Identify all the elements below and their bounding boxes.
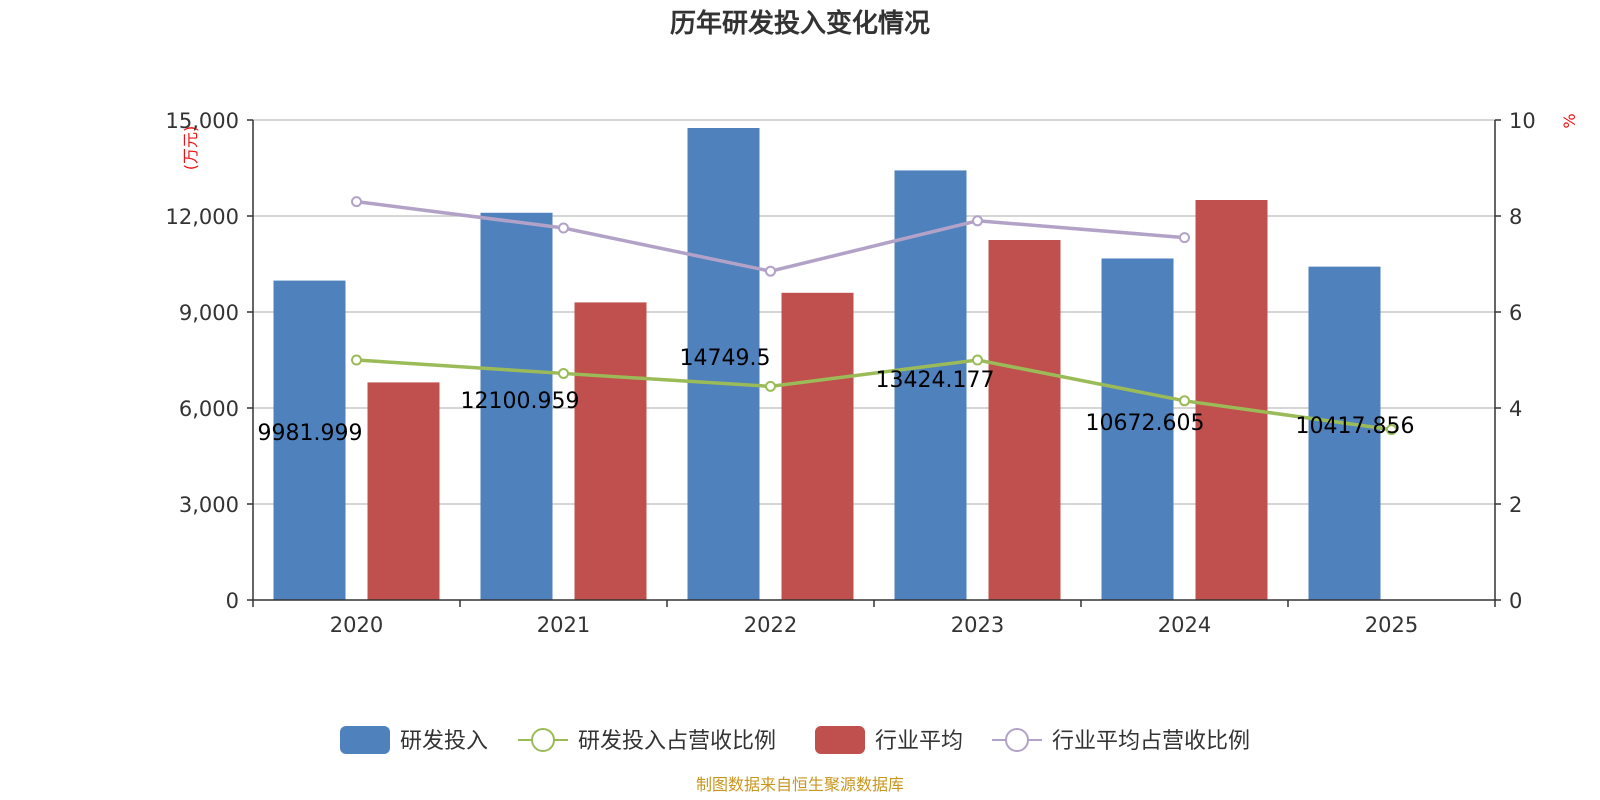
- legend-marker-3: [1005, 728, 1029, 752]
- bar-rd-2023: [894, 170, 967, 600]
- legend-label-0: 研发投入: [400, 729, 488, 754]
- data-labels: 9981.999 12100.959 14749.5 13424.177 10672.6…: [258, 346, 1415, 446]
- left-tick-label: 12,000: [166, 205, 239, 229]
- chart-title: 历年研发投入变化情况: [670, 8, 930, 39]
- left-tick-label: 9,000: [179, 301, 239, 325]
- bar-industry-2021: [574, 302, 647, 600]
- bar-industry-2023: [988, 240, 1061, 600]
- right-tick-label: 2: [1509, 493, 1522, 517]
- data-label-rd-2024: 10672.605: [1086, 411, 1205, 436]
- x-tick-label: 2025: [1365, 613, 1418, 637]
- legend-label-3: 行业平均占营收比例: [1052, 729, 1250, 754]
- data-label-rd-2025: 10417.856: [1296, 414, 1415, 439]
- data-label-rd-2022: 14749.5: [680, 346, 771, 371]
- x-tick-label: 2021: [537, 613, 590, 637]
- source-note: 制图数据来自恒生聚源数据库: [696, 775, 904, 794]
- point-rd-ratio: [765, 380, 776, 392]
- bar-industry-2020: [367, 382, 440, 600]
- gridlines: [253, 119, 1495, 505]
- x-tick-label: 2024: [1158, 613, 1211, 637]
- x-tick-label: 2020: [330, 613, 383, 637]
- legend-label-2: 行业平均: [875, 729, 963, 754]
- left-tick-label: 0: [226, 589, 239, 613]
- right-tick-label: 10: [1509, 109, 1536, 133]
- point-rd-ratio: [558, 367, 569, 379]
- axes: 0 3,000 6,000 9,000 12,000 15,000 0 2 4 6 8 10 2020 2…: [166, 109, 1536, 637]
- legend-marker-1: [531, 728, 555, 752]
- left-tick-label: 15,000: [166, 109, 239, 133]
- right-tick-label: 8: [1509, 205, 1522, 229]
- right-axis-unit: %: [1560, 113, 1579, 128]
- lines: [351, 196, 1397, 436]
- left-axis-unit: (万元): [181, 126, 200, 171]
- left-tick-label: 6,000: [179, 397, 239, 421]
- bar-rd-2022: [687, 128, 760, 601]
- right-tick-label: 6: [1509, 301, 1522, 325]
- data-label-rd-2020: 9981.999: [258, 421, 363, 446]
- data-label-rd-2023: 13424.177: [876, 368, 995, 393]
- point-industry-ratio: [1179, 232, 1190, 244]
- point-industry-ratio: [765, 265, 776, 277]
- bar-rd-2021: [480, 212, 553, 600]
- point-rd-ratio: [1179, 395, 1190, 407]
- bars: [273, 128, 1381, 601]
- data-label-rd-2021: 12100.959: [461, 389, 580, 414]
- left-tick-label: 3,000: [179, 493, 239, 517]
- bar-industry-2022: [781, 292, 854, 600]
- legend-swatch-2: [815, 726, 865, 754]
- point-industry-ratio: [558, 222, 569, 234]
- point-rd-ratio: [1386, 424, 1397, 436]
- legend-swatch-0: [340, 726, 390, 754]
- point-rd-ratio: [351, 354, 362, 366]
- bar-rd-2020: [273, 280, 346, 600]
- point-rd-ratio: [972, 354, 983, 366]
- legend: 研发投入 研发投入占营收比例 行业平均 行业平均占营收比例: [340, 726, 1250, 754]
- x-tick-label: 2022: [744, 613, 797, 637]
- point-industry-ratio: [972, 215, 983, 227]
- point-industry-ratio: [351, 196, 362, 208]
- right-tick-label: 0: [1509, 589, 1522, 613]
- right-tick-label: 4: [1509, 397, 1522, 421]
- bar-rd-2024: [1101, 258, 1174, 600]
- bar-industry-2024: [1195, 200, 1268, 600]
- bar-rd-2025: [1308, 266, 1381, 600]
- line-rd-ratio: [356, 358, 1392, 432]
- x-tick-label: 2023: [951, 613, 1004, 637]
- legend-label-1: 研发投入占营收比例: [578, 729, 776, 754]
